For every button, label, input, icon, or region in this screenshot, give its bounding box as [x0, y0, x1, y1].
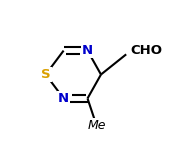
Text: N: N [58, 92, 69, 105]
Text: Me: Me [87, 119, 106, 132]
Text: CHO: CHO [131, 44, 163, 57]
Text: S: S [41, 68, 50, 81]
Text: N: N [82, 44, 93, 57]
